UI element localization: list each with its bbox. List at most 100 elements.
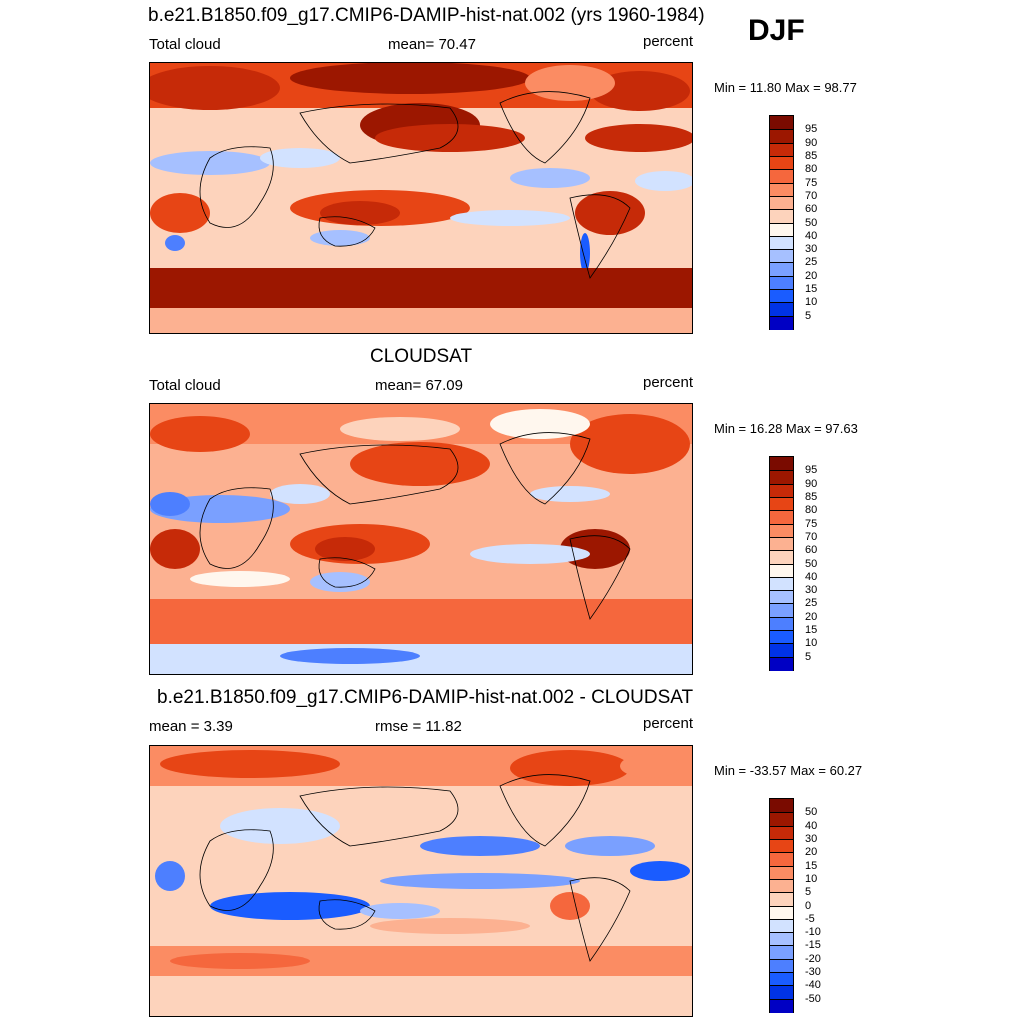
panel2-units: percent <box>643 374 694 391</box>
colorbar-tick-label: 0 <box>805 899 812 912</box>
colorbar-tick-label: 95 <box>805 123 818 136</box>
panel1-field <box>150 63 692 333</box>
panel1-colorbar <box>769 115 794 330</box>
colorbar-box <box>770 116 793 130</box>
colorbar-box <box>770 195 793 210</box>
colorbar-box <box>770 958 793 973</box>
colorbar-box <box>770 838 793 853</box>
colorbar-box <box>770 616 793 631</box>
colorbar-tick-label: 50 <box>805 806 818 819</box>
colorbar-tick-label: 10 <box>805 872 818 885</box>
panel1-minmax: Min = 11.80 Max = 98.77 <box>714 80 857 95</box>
colorbar-box <box>770 275 793 290</box>
panel2-left-label: Total cloud <box>149 377 221 394</box>
colorbar-box <box>770 155 793 170</box>
colorbar-box <box>770 496 793 511</box>
colorbar-tick-label: 30 <box>805 832 818 845</box>
panel1-units: percent <box>643 33 694 50</box>
colorbar-box <box>770 603 793 618</box>
colorbar-tick-label: 85 <box>805 490 818 503</box>
colorbar-box <box>770 235 793 250</box>
colorbar-tick-label: 50 <box>805 216 818 229</box>
colorbar-tick-label: 40 <box>805 570 818 583</box>
colorbar-box <box>770 918 793 933</box>
colorbar-box <box>770 142 793 157</box>
colorbar-tick-label: 20 <box>805 269 818 282</box>
colorbar-tick-label: -15 <box>805 939 821 952</box>
panel1-title: b.e21.B1850.f09_g17.CMIP6-DAMIP-hist-nat… <box>148 5 705 26</box>
colorbar-box <box>770 209 793 224</box>
colorbar-tick-label: -40 <box>805 979 821 992</box>
colorbar-box <box>770 852 793 867</box>
colorbar-box <box>770 523 793 538</box>
colorbar-tick-label: -5 <box>805 912 815 925</box>
panel2-center-label: mean= 67.09 <box>375 377 463 394</box>
panel2-colorbar <box>769 456 794 671</box>
colorbar-tick-label: 25 <box>805 597 818 610</box>
colorbar-box <box>770 630 793 645</box>
panel3-minmax: Min = -33.57 Max = 60.27 <box>714 763 863 778</box>
colorbar-tick-label: 15 <box>805 859 818 872</box>
colorbar-box <box>770 878 793 893</box>
colorbar-tick-label: -30 <box>805 966 821 979</box>
colorbar-box <box>770 222 793 237</box>
colorbar-tick-label: -10 <box>805 926 821 939</box>
colorbar-box <box>770 483 793 498</box>
colorbar-box <box>770 945 793 960</box>
colorbar-tick-label: 10 <box>805 637 818 650</box>
colorbar-tick-label: 30 <box>805 243 818 256</box>
season-label: DJF <box>748 14 805 47</box>
colorbar-box <box>770 315 793 330</box>
colorbar-tick-label: 75 <box>805 517 818 530</box>
panel3-colorbar <box>769 798 794 1013</box>
colorbar-box <box>770 182 793 197</box>
colorbar-tick-label: 20 <box>805 610 818 623</box>
colorbar-box <box>770 262 793 277</box>
panel3-field <box>150 746 692 1016</box>
colorbar-box <box>770 249 793 264</box>
colorbar-box <box>770 998 793 1013</box>
colorbar-box <box>770 129 793 144</box>
colorbar-tick-label: 40 <box>805 819 818 832</box>
colorbar-tick-label: -20 <box>805 952 821 965</box>
colorbar-tick-label: 5 <box>805 650 812 663</box>
colorbar-box <box>770 932 793 947</box>
colorbar-tick-label: 30 <box>805 584 818 597</box>
colorbar-tick-label: 5 <box>805 886 812 899</box>
colorbar-box <box>770 905 793 920</box>
colorbar-tick-label: 15 <box>805 624 818 637</box>
colorbar-box <box>770 302 793 317</box>
colorbar-box <box>770 289 793 304</box>
colorbar-tick-label: 80 <box>805 504 818 517</box>
panel2-map <box>149 403 693 675</box>
panel1-map <box>149 62 693 334</box>
colorbar-box <box>770 576 793 591</box>
panel3-center-label: rmse = 11.82 <box>375 718 462 735</box>
colorbar-tick-label: 85 <box>805 149 818 162</box>
panel2-field <box>150 404 692 674</box>
colorbar-box <box>770 457 793 471</box>
colorbar-box <box>770 510 793 525</box>
colorbar-box <box>770 550 793 565</box>
colorbar-box <box>770 643 793 658</box>
colorbar-box <box>770 812 793 827</box>
panel1-center-label: mean= 70.47 <box>388 36 476 53</box>
colorbar-tick-label: 70 <box>805 189 818 202</box>
colorbar-tick-label: 80 <box>805 163 818 176</box>
colorbar-tick-label: 70 <box>805 530 818 543</box>
panel2-title: CLOUDSAT <box>370 346 473 367</box>
colorbar-box <box>770 656 793 671</box>
colorbar-box <box>770 799 793 813</box>
colorbar-tick-label: 40 <box>805 229 818 242</box>
panel2-minmax: Min = 16.28 Max = 97.63 <box>714 421 858 436</box>
colorbar-box <box>770 169 793 184</box>
panel3-units: percent <box>643 715 694 732</box>
colorbar-box <box>770 536 793 551</box>
colorbar-tick-label: 95 <box>805 464 818 477</box>
colorbar-tick-label: 90 <box>805 477 818 490</box>
colorbar-tick-label: 5 <box>805 309 812 322</box>
colorbar-tick-label: 25 <box>805 256 818 269</box>
colorbar-box <box>770 470 793 485</box>
colorbar-tick-label: 15 <box>805 283 818 296</box>
colorbar-box <box>770 590 793 605</box>
